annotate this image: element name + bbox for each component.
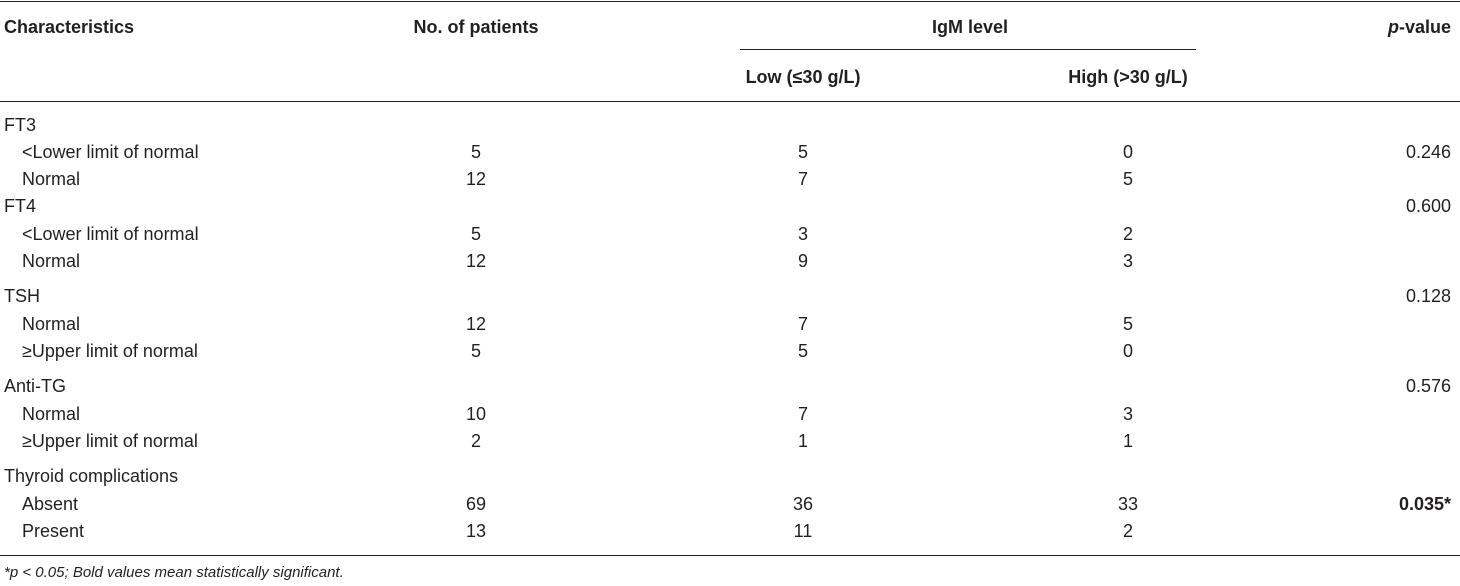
footnote-p: *p < 0.05;: [4, 564, 73, 581]
cell-high: 0: [1122, 341, 1134, 361]
cell-no-of-patients: 12: [465, 314, 487, 334]
cell-low: 3: [797, 224, 809, 244]
cell-high: 2: [1122, 224, 1134, 244]
cell-high: 5: [1122, 169, 1134, 189]
row-label: ≥Upper limit of normal: [22, 431, 198, 451]
cell-high: 1: [1122, 431, 1134, 451]
cell-low: 9: [797, 251, 809, 271]
header-p-italic: p: [1387, 17, 1399, 37]
cell-p-value: 0.246: [1405, 142, 1451, 162]
cell-low: 7: [797, 314, 809, 334]
row-label: Normal: [22, 314, 81, 334]
cell-high: 3: [1122, 404, 1134, 424]
cell-p-value: 0.576: [1405, 376, 1451, 396]
cell-low: 7: [797, 169, 809, 189]
footnote-text: Bold values mean statistically significa…: [72, 564, 344, 581]
row-label: Normal: [22, 251, 81, 271]
cell-low: 1: [797, 431, 809, 451]
cell-high: 2: [1122, 521, 1134, 541]
row-label: Normal: [22, 169, 81, 189]
table-bottom-rule: [0, 555, 1460, 556]
cell-high: 3: [1122, 251, 1134, 271]
cell-no-of-patients: 5: [470, 341, 482, 361]
cell-low: 11: [793, 521, 813, 541]
group-label: TSH: [4, 286, 40, 306]
header-p-rest: -value: [1398, 17, 1451, 37]
group-label: Anti-TG: [4, 376, 67, 396]
cell-low: 7: [797, 404, 809, 424]
cell-low: 5: [797, 142, 809, 162]
header-characteristics: Characteristics: [4, 17, 135, 37]
header-low: Low (≤30 g/L): [745, 67, 861, 87]
header-bottom-rule: [0, 101, 1460, 102]
cell-no-of-patients: 12: [465, 169, 487, 189]
cell-p-value: 0.128: [1405, 286, 1451, 306]
header-high: High (>30 g/L): [1068, 67, 1188, 87]
cell-no-of-patients: 5: [470, 142, 482, 162]
cell-high: 0: [1122, 142, 1134, 162]
cell-no-of-patients: 13: [465, 521, 487, 541]
group-label: FT3: [4, 115, 37, 135]
row-label: <Lower limit of normal: [22, 224, 199, 244]
row-label: Normal: [22, 404, 81, 424]
top-rule: [0, 1, 1460, 2]
group-label: FT4: [4, 196, 37, 216]
cell-low: 5: [797, 341, 809, 361]
cell-high: 33: [1117, 494, 1139, 514]
cell-no-of-patients: 2: [470, 431, 482, 451]
cell-no-of-patients: 5: [470, 224, 482, 244]
cell-low: 36: [792, 494, 814, 514]
cell-no-of-patients: 69: [465, 494, 487, 514]
row-label: Absent: [22, 494, 79, 514]
header-igm-level: IgM level: [931, 17, 1009, 37]
cell-high: 5: [1122, 314, 1134, 334]
footnote: *p < 0.05; Bold values mean statisticall…: [4, 562, 344, 584]
group-label: Thyroid complications: [4, 466, 179, 486]
header-no-of-patients: No. of patients: [413, 17, 539, 37]
row-label: <Lower limit of normal: [22, 142, 199, 162]
cell-p-value: 0.600: [1405, 196, 1451, 216]
cell-no-of-patients: 10: [465, 404, 487, 424]
header-p-value: p-value: [1388, 16, 1451, 38]
cell-p-value: 0.035*: [1398, 494, 1451, 514]
row-label: Present: [22, 521, 85, 541]
row-label: ≥Upper limit of normal: [22, 341, 198, 361]
cell-no-of-patients: 12: [465, 251, 487, 271]
igm-span-rule: [740, 49, 1196, 50]
